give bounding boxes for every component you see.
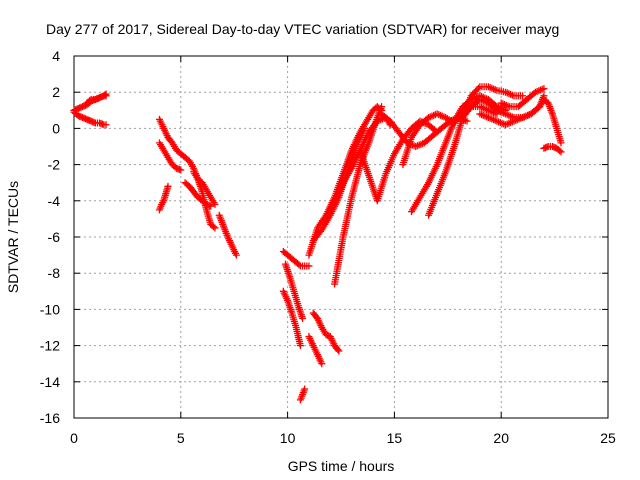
x-tick-label: 20 (493, 430, 509, 446)
y-tick-label: -4 (48, 193, 61, 209)
series-arc-f (155, 182, 172, 214)
y-tick-label: -16 (40, 410, 60, 426)
data-point (557, 139, 565, 147)
x-axis-label: GPS time / hours (288, 458, 395, 474)
y-tick-label: -10 (40, 301, 60, 317)
series-arc-j (279, 247, 313, 270)
series-arc-z (476, 95, 565, 147)
data-point (556, 147, 564, 155)
y-tick-label: -2 (48, 157, 61, 173)
data-point (232, 251, 240, 259)
y-tick-label: -6 (48, 229, 61, 245)
series-arc-g (181, 179, 215, 210)
grid-lines (74, 56, 608, 418)
data-point (86, 97, 94, 105)
series-arc-n (305, 333, 326, 368)
series-arc-u (378, 110, 471, 150)
y-tick-label: 4 (52, 48, 60, 64)
data-point (295, 261, 303, 269)
data-point (519, 92, 527, 100)
y-tick-label: 0 (52, 120, 60, 136)
data-point (211, 224, 219, 232)
x-tick-label: 10 (280, 430, 296, 446)
data-point (360, 124, 368, 132)
data-point (102, 121, 110, 129)
data-point (211, 200, 219, 208)
data-point (334, 346, 342, 354)
y-axis-label: SDTVAR / TECUs (5, 181, 21, 293)
data-point (335, 347, 343, 355)
data-point (557, 148, 565, 156)
x-tick-label: 0 (70, 430, 78, 446)
data-point (474, 84, 482, 92)
y-tick-label: -14 (40, 374, 60, 390)
series-arc-e (155, 139, 185, 174)
y-tick-label: -12 (40, 338, 60, 354)
series-arc-o (309, 309, 343, 355)
series-arc-i (215, 211, 240, 259)
data-points (70, 83, 565, 404)
series-arc-aa (497, 85, 548, 111)
data-point (207, 202, 215, 210)
data-point (305, 262, 313, 270)
data-point (299, 314, 307, 322)
data-point (210, 223, 218, 231)
y-tick-label: -8 (48, 265, 61, 281)
series-arc-t (356, 117, 441, 205)
series-arc-c (83, 92, 110, 107)
data-point (318, 360, 326, 368)
y-tick-label: 2 (52, 84, 60, 100)
series-arc-k (279, 287, 304, 350)
series-arc-b (70, 108, 110, 129)
series-arc-l (281, 260, 307, 322)
x-tick-label: 5 (177, 430, 185, 446)
series-arc-ab (540, 143, 565, 156)
data-point (102, 92, 110, 100)
x-tick-label: 15 (387, 430, 403, 446)
chart-title: Day 277 of 2017, Sidereal Day-to-day VTE… (46, 21, 559, 37)
series-arc-h (190, 168, 219, 208)
x-tick-label: 25 (600, 430, 616, 446)
data-point (177, 166, 185, 174)
series-arc-s (331, 103, 386, 288)
data-point (540, 85, 548, 93)
data-point (301, 385, 309, 393)
series-arc-m (296, 385, 309, 404)
data-point (164, 182, 172, 190)
data-point (296, 342, 304, 350)
data-point (378, 103, 386, 111)
series-arc-x (425, 83, 527, 219)
